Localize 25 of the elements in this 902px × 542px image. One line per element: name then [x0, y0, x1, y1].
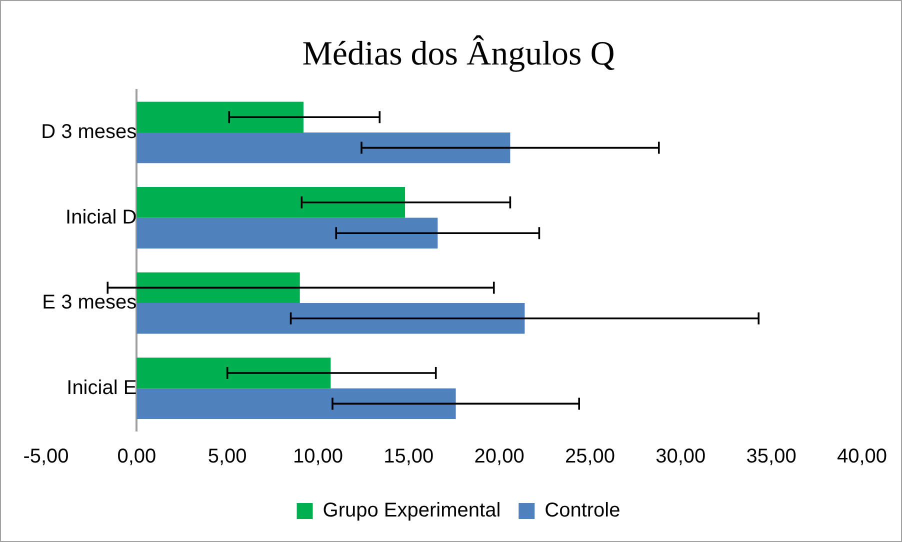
bar	[136, 218, 438, 248]
legend-label: Grupo Experimental	[322, 500, 501, 522]
x-tick-label: 35,00	[746, 446, 796, 468]
x-tick-label: -5,00	[23, 446, 69, 468]
bar	[136, 358, 331, 388]
bar	[136, 102, 304, 132]
x-tick-label: 30,00	[656, 446, 706, 468]
x-tick-label: 10,00	[292, 446, 344, 468]
x-tick-label: 25,00	[564, 446, 616, 468]
x-tick-label: 0,00	[117, 446, 156, 468]
x-tick-label: 15,00	[384, 446, 434, 468]
bar	[136, 132, 510, 164]
bar	[136, 388, 456, 420]
chart-title: Médias dos Ângulos Q	[302, 34, 615, 72]
x-tick-label: 5,00	[208, 446, 247, 468]
x-tick-label: 40,00	[836, 446, 888, 468]
bar	[136, 303, 525, 334]
y-tick-label: E 3 meses	[42, 292, 137, 314]
bar	[136, 272, 300, 304]
bar	[136, 187, 406, 218]
x-tick-label: 20,00	[474, 446, 524, 468]
y-tick-label: Inicial E	[66, 376, 137, 399]
y-tick-label: Inicial D	[66, 206, 137, 228]
y-tick-label: D 3 meses	[41, 120, 137, 143]
legend-label: Controle	[544, 500, 620, 522]
